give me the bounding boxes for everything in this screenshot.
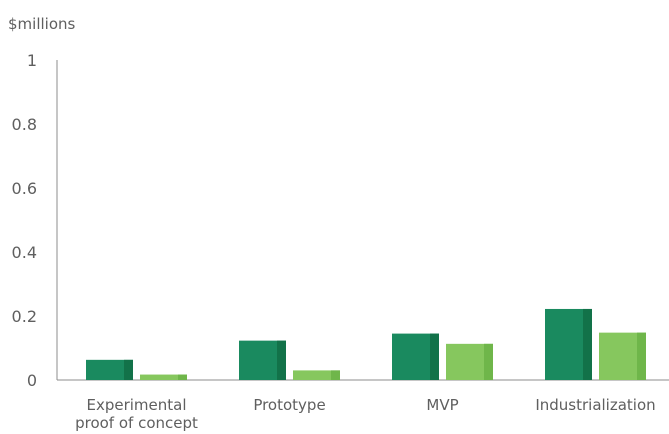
bar xyxy=(239,340,286,380)
x-tick-label: proof of concept xyxy=(75,414,198,432)
bar xyxy=(545,308,592,380)
x-tick-label: MVP xyxy=(426,396,458,414)
y-tick-label: 0 xyxy=(27,371,37,390)
y-tick-label: 0.6 xyxy=(12,179,37,198)
bar xyxy=(293,370,340,380)
y-tick-label: 0.8 xyxy=(12,115,37,134)
bar xyxy=(140,374,187,380)
y-axis-label: $millions xyxy=(8,15,76,33)
y-tick-label: 0.4 xyxy=(12,243,37,262)
x-tick-label: Prototype xyxy=(253,396,325,414)
y-tick-label: 0.2 xyxy=(12,307,37,326)
bar xyxy=(599,332,646,380)
bar xyxy=(446,343,493,380)
x-tick-label: Experimental xyxy=(86,396,186,414)
bars xyxy=(86,308,646,380)
bar xyxy=(86,359,133,380)
y-tick-labels: 0 0.2 0.4 0.6 0.8 1 xyxy=(12,51,37,390)
bar xyxy=(392,333,439,380)
x-tick-label: Industrialization xyxy=(535,396,655,414)
y-tick-label: 1 xyxy=(27,51,37,70)
